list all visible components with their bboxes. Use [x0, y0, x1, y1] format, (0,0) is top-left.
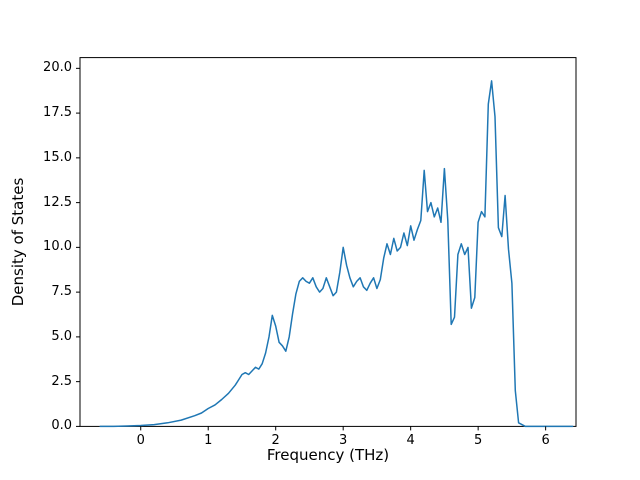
x-axis-title: Frequency (THz): [266, 446, 390, 464]
y-tick-label: 5.0: [51, 328, 72, 344]
y-tick-label: 2.5: [51, 373, 72, 389]
x-tick-label: 1: [204, 433, 213, 449]
x-tick-label: 2: [271, 433, 280, 449]
y-tick-label: 15.0: [43, 149, 72, 165]
x-tick-label: 5: [474, 433, 483, 449]
plot-border: [79, 57, 577, 427]
y-tick-label: 20.0: [43, 60, 72, 76]
y-tick-label: 12.5: [43, 194, 72, 210]
y-tick-label: 0.0: [51, 418, 72, 434]
y-tick-label: 17.5: [43, 105, 72, 121]
x-tick-label: 4: [406, 433, 415, 449]
tick-marks: [76, 67, 547, 431]
x-tick-label: 6: [541, 433, 550, 449]
y-tick-label: 7.5: [51, 284, 72, 300]
x-tick-label: 3: [339, 433, 348, 449]
dos-line-series: [99, 80, 574, 428]
y-axis-title: Density of States: [9, 177, 27, 307]
y-tick-label: 10.0: [43, 239, 72, 255]
x-tick-label: 0: [136, 433, 145, 449]
